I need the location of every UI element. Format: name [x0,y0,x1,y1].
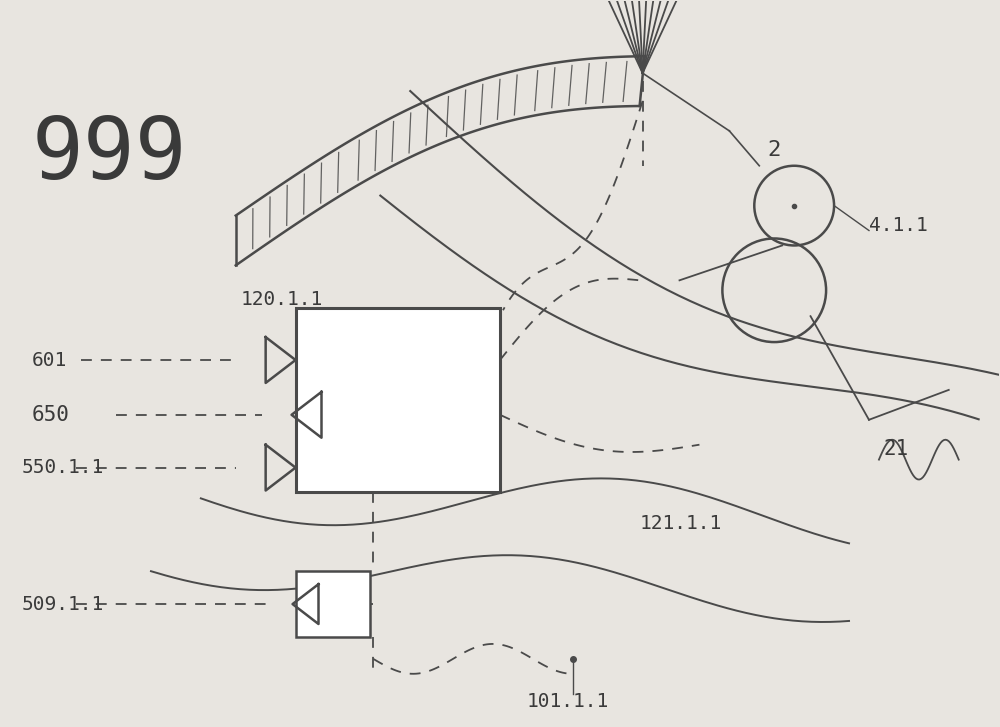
Text: 4.1.1: 4.1.1 [869,215,928,235]
Text: 509.1.1: 509.1.1 [21,595,104,614]
Bar [296,308,500,491]
Text: 650: 650 [31,405,69,425]
Text: 121.1.1: 121.1.1 [640,515,722,534]
Text: 999: 999 [31,114,187,197]
Bar [296,571,370,637]
Text: 101.1.1: 101.1.1 [527,691,609,711]
Text: 120.1.1: 120.1.1 [241,290,323,309]
Text: 601: 601 [31,350,67,369]
Text: 2: 2 [767,140,781,160]
Text: 21: 21 [884,438,909,459]
Text: 550.1.1: 550.1.1 [21,458,104,477]
